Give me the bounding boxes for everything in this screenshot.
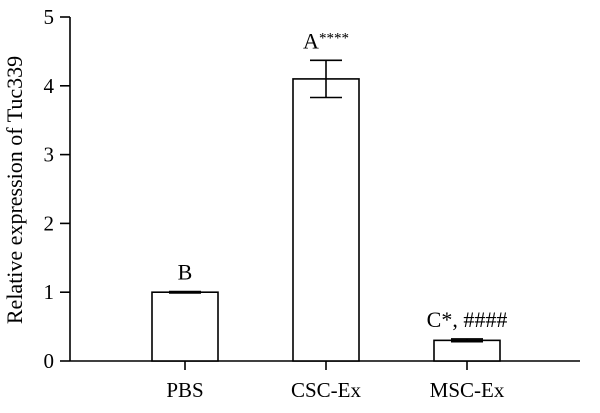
y-tick-label: 5 xyxy=(44,5,55,29)
significance-letter: C xyxy=(427,307,442,332)
y-tick-label: 1 xyxy=(44,280,55,304)
bar-csc-ex xyxy=(292,78,360,362)
y-tick-label: 4 xyxy=(44,74,55,98)
significance-label: C*, #### xyxy=(427,307,508,332)
significance-letter: B xyxy=(178,260,193,285)
significance-letter: A xyxy=(303,28,319,53)
bar-pbs xyxy=(151,291,219,362)
significance-marks: *, #### xyxy=(441,307,507,332)
y-tick-label: 0 xyxy=(44,349,55,373)
bars xyxy=(151,59,501,362)
annotations: B A**** C*, #### xyxy=(178,28,508,332)
significance-marks: **** xyxy=(319,30,349,46)
x-tick-label-pbs: PBS xyxy=(166,378,203,402)
x-axis: PBS CSC-Ex MSC-Ex xyxy=(70,360,580,402)
significance-label: A**** xyxy=(303,28,349,53)
y-tick-label: 3 xyxy=(44,143,55,167)
x-tick-label-csc-ex: CSC-Ex xyxy=(291,378,362,402)
y-tick-label: 2 xyxy=(44,211,55,235)
y-axis: 0 1 2 3 4 5 xyxy=(44,5,71,373)
x-tick-label-msc-ex: MSC-Ex xyxy=(430,378,505,402)
bar-msc-ex xyxy=(433,339,501,362)
y-axis-title: Relative expression of Tuc339 xyxy=(2,56,27,324)
significance-label: B xyxy=(178,260,193,285)
